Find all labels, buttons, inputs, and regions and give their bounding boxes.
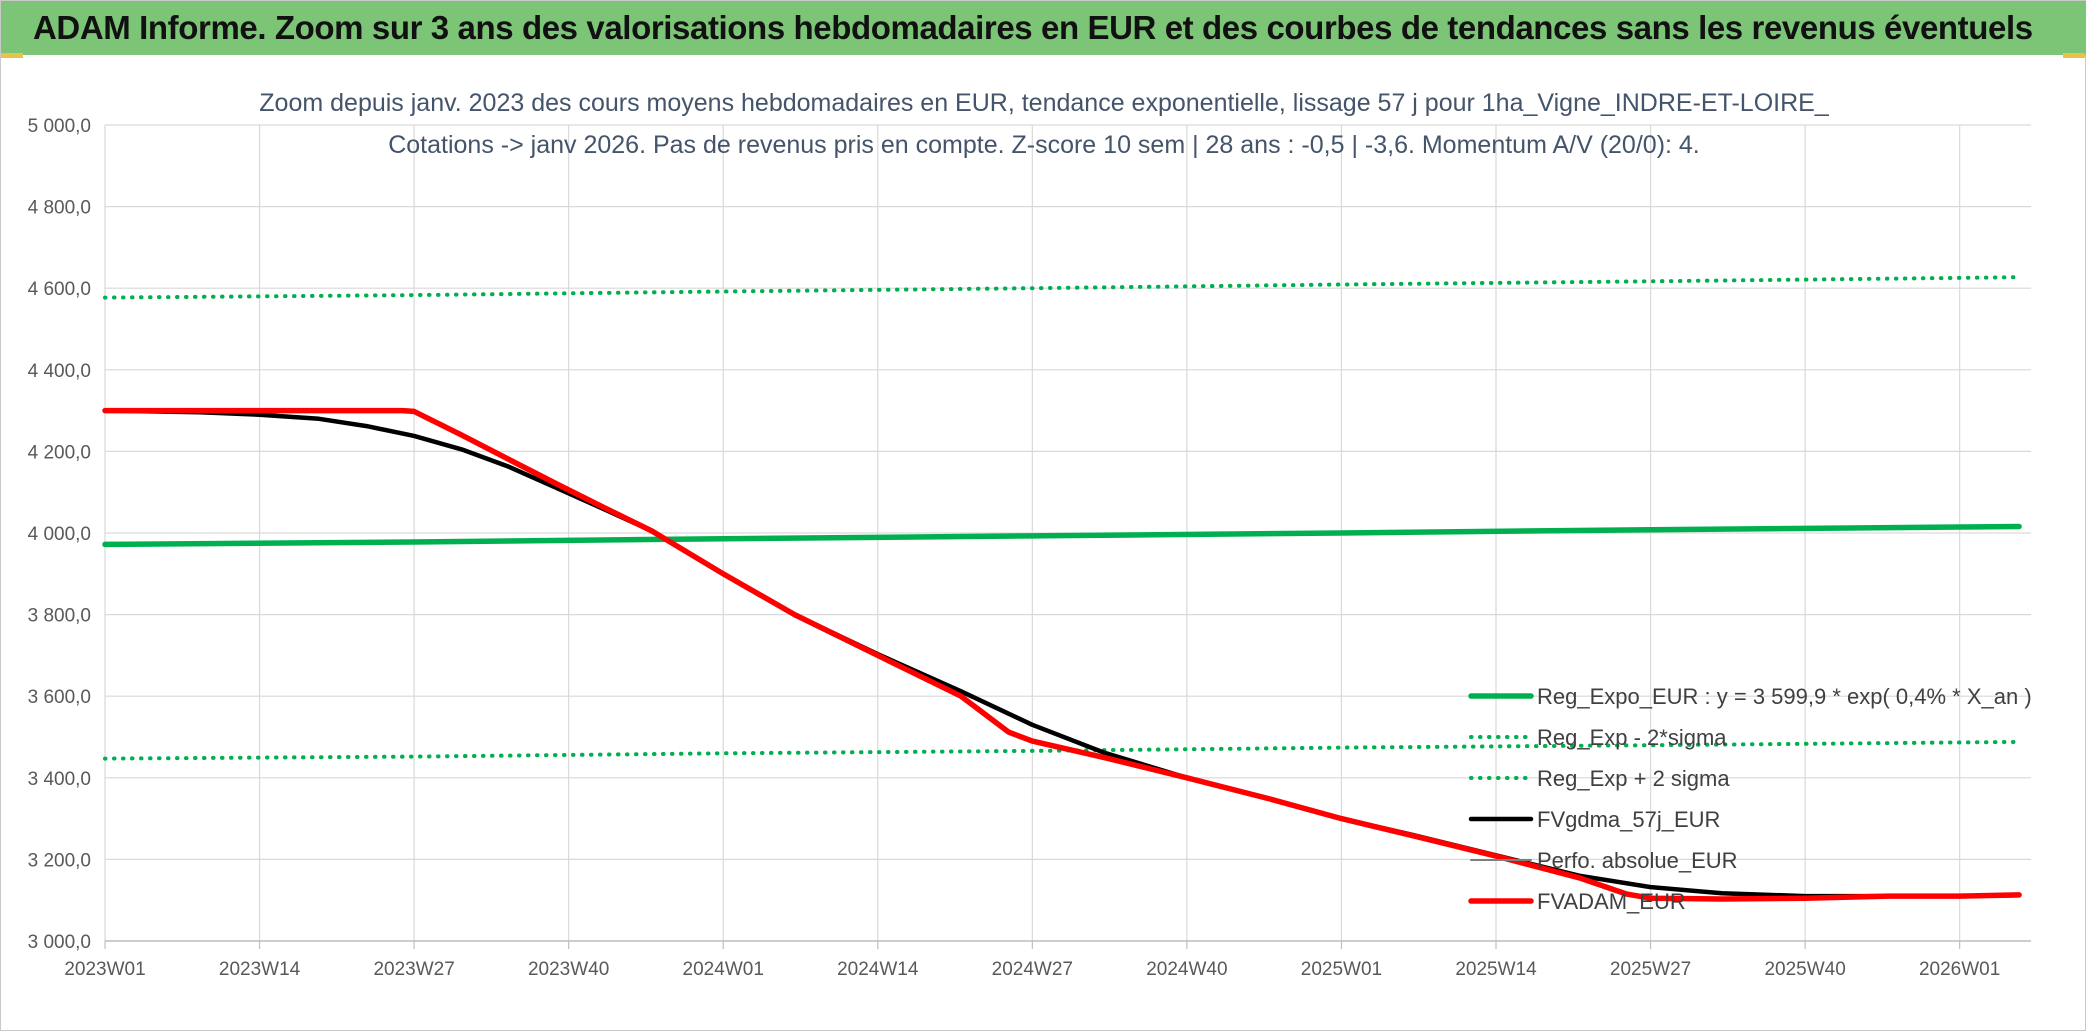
x-tick-label: 2023W14 (219, 959, 301, 980)
series-line-1 (103, 739, 2022, 761)
report-banner: ADAM Informe. Zoom sur 3 ans des valoris… (1, 1, 2086, 55)
y-tick-label: 3 400,0 (28, 769, 91, 790)
legend-label: Reg_Expo_EUR : y = 3 599,9 * exp( 0,4% *… (1537, 684, 2032, 709)
chart-subtitle: Cotations -> janv 2026. Pas de revenus p… (388, 131, 1700, 159)
legend-label: Reg_Exp + 2 sigma (1537, 766, 1730, 791)
y-tick-label: 4 600,0 (28, 279, 91, 300)
y-tick-label: 3 800,0 (28, 606, 91, 627)
y-tick-label: 4 400,0 (28, 361, 91, 382)
series-line-0 (102, 523, 2022, 548)
x-tick-label: 2025W14 (1455, 959, 1537, 980)
x-tick-label: 2025W27 (1610, 959, 1691, 980)
x-tick-label: 2023W27 (373, 959, 454, 980)
x-tick-label: 2024W14 (837, 959, 919, 980)
y-tick-label: 3 200,0 (28, 850, 91, 871)
x-tick-label: 2025W01 (1301, 959, 1382, 980)
y-tick-label: 4 200,0 (28, 442, 91, 463)
legend-label: Reg_Exp - 2*sigma (1537, 725, 1727, 750)
y-tick-label: 4 800,0 (28, 198, 91, 219)
y-tick-label: 4 000,0 (28, 524, 91, 545)
x-tick-label: 2024W40 (1146, 959, 1227, 980)
chart-axes: 5 000,0 4 800,0 4 600,0 4 400,0 4 200,0 4 000… (28, 116, 2031, 980)
series-layer (102, 275, 2022, 902)
chart-legend: Reg_Expo_EUR : y = 3 599,9 * exp( 0,4% *… (1468, 684, 2032, 914)
legend-label: FVgdma_57j_EUR (1537, 807, 1720, 832)
series-line-3 (102, 408, 2022, 899)
series-line-5 (102, 407, 2022, 902)
x-tick-label: 2023W01 (64, 959, 145, 980)
corner-mark-right (2063, 53, 2085, 58)
y-tick-label: 5 000,0 (28, 116, 91, 137)
x-tick-label: 2025W40 (1764, 959, 1845, 980)
x-tick-label: 2026W01 (1919, 959, 2000, 980)
x-tick-label: 2024W01 (683, 959, 764, 980)
y-tick-label: 3 000,0 (28, 932, 91, 953)
legend-label: Perfo. absolue_EUR (1537, 848, 1738, 873)
chart-title: Zoom depuis janv. 2023 des cours moyens … (259, 89, 1830, 117)
x-tick-label: 2023W40 (528, 959, 609, 980)
legend-label: FVADAM_EUR (1537, 889, 1686, 914)
y-tick-label: 3 600,0 (28, 687, 91, 708)
corner-mark-left (1, 53, 23, 58)
series-line-2 (103, 275, 2022, 300)
x-tick-label: 2024W27 (992, 959, 1073, 980)
report-title: ADAM Informe. Zoom sur 3 ans des valoris… (33, 9, 2033, 46)
line-chart: 5 000,0 4 800,0 4 600,0 4 400,0 4 200,0 4 000… (28, 89, 2032, 980)
